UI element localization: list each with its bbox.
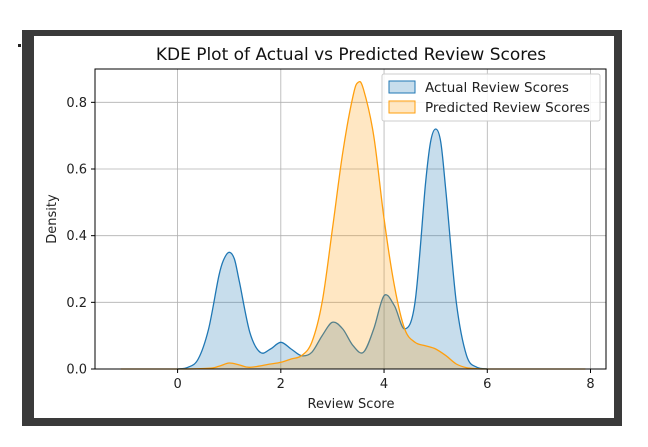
legend-swatch-actual [388, 80, 416, 94]
y-tick-label: 0.6 [66, 163, 87, 178]
x-tick-label: 0 [173, 377, 181, 392]
y-axis-ticks: 0.0 0.2 0.4 0.6 0.8 [66, 96, 95, 378]
density-fill-actual [177, 129, 488, 369]
x-axis-ticks: 0 2 4 6 8 [173, 369, 595, 392]
x-axis-label: Review Score [308, 397, 395, 412]
chart-title: KDE Plot of Actual vs Predicted Review S… [156, 45, 546, 65]
x-tick-label: 6 [483, 377, 491, 392]
x-tick-label: 8 [586, 377, 594, 392]
legend-swatch-predicted [388, 100, 416, 114]
legend-label-actual: Actual Review Scores [425, 80, 569, 96]
density-line-predicted [120, 80, 586, 370]
y-axis-label: Density [45, 194, 60, 244]
legend-box [381, 73, 601, 122]
x-tick-label: 2 [277, 377, 285, 392]
corner-dot [18, 44, 21, 47]
density-fill-predicted [120, 81, 586, 369]
density-line-actual [177, 128, 488, 370]
y-tick-label: 0.4 [66, 229, 87, 244]
density-areas [120, 80, 586, 370]
frame-border-top [22, 30, 622, 36]
plot-frame [94, 68, 607, 370]
frame-border-right [614, 30, 622, 424]
y-tick-label: 0.2 [66, 296, 87, 311]
x-tick-label: 4 [380, 377, 388, 392]
frame-border-left [22, 30, 34, 424]
y-tick-label: 0.0 [66, 363, 87, 378]
legend-label-predicted: Predicted Review Scores [425, 100, 590, 116]
y-tick-label: 0.8 [66, 96, 87, 111]
frame-border-bottom [22, 418, 622, 426]
legend: Actual Review Scores Predicted Review Sc… [381, 73, 601, 122]
